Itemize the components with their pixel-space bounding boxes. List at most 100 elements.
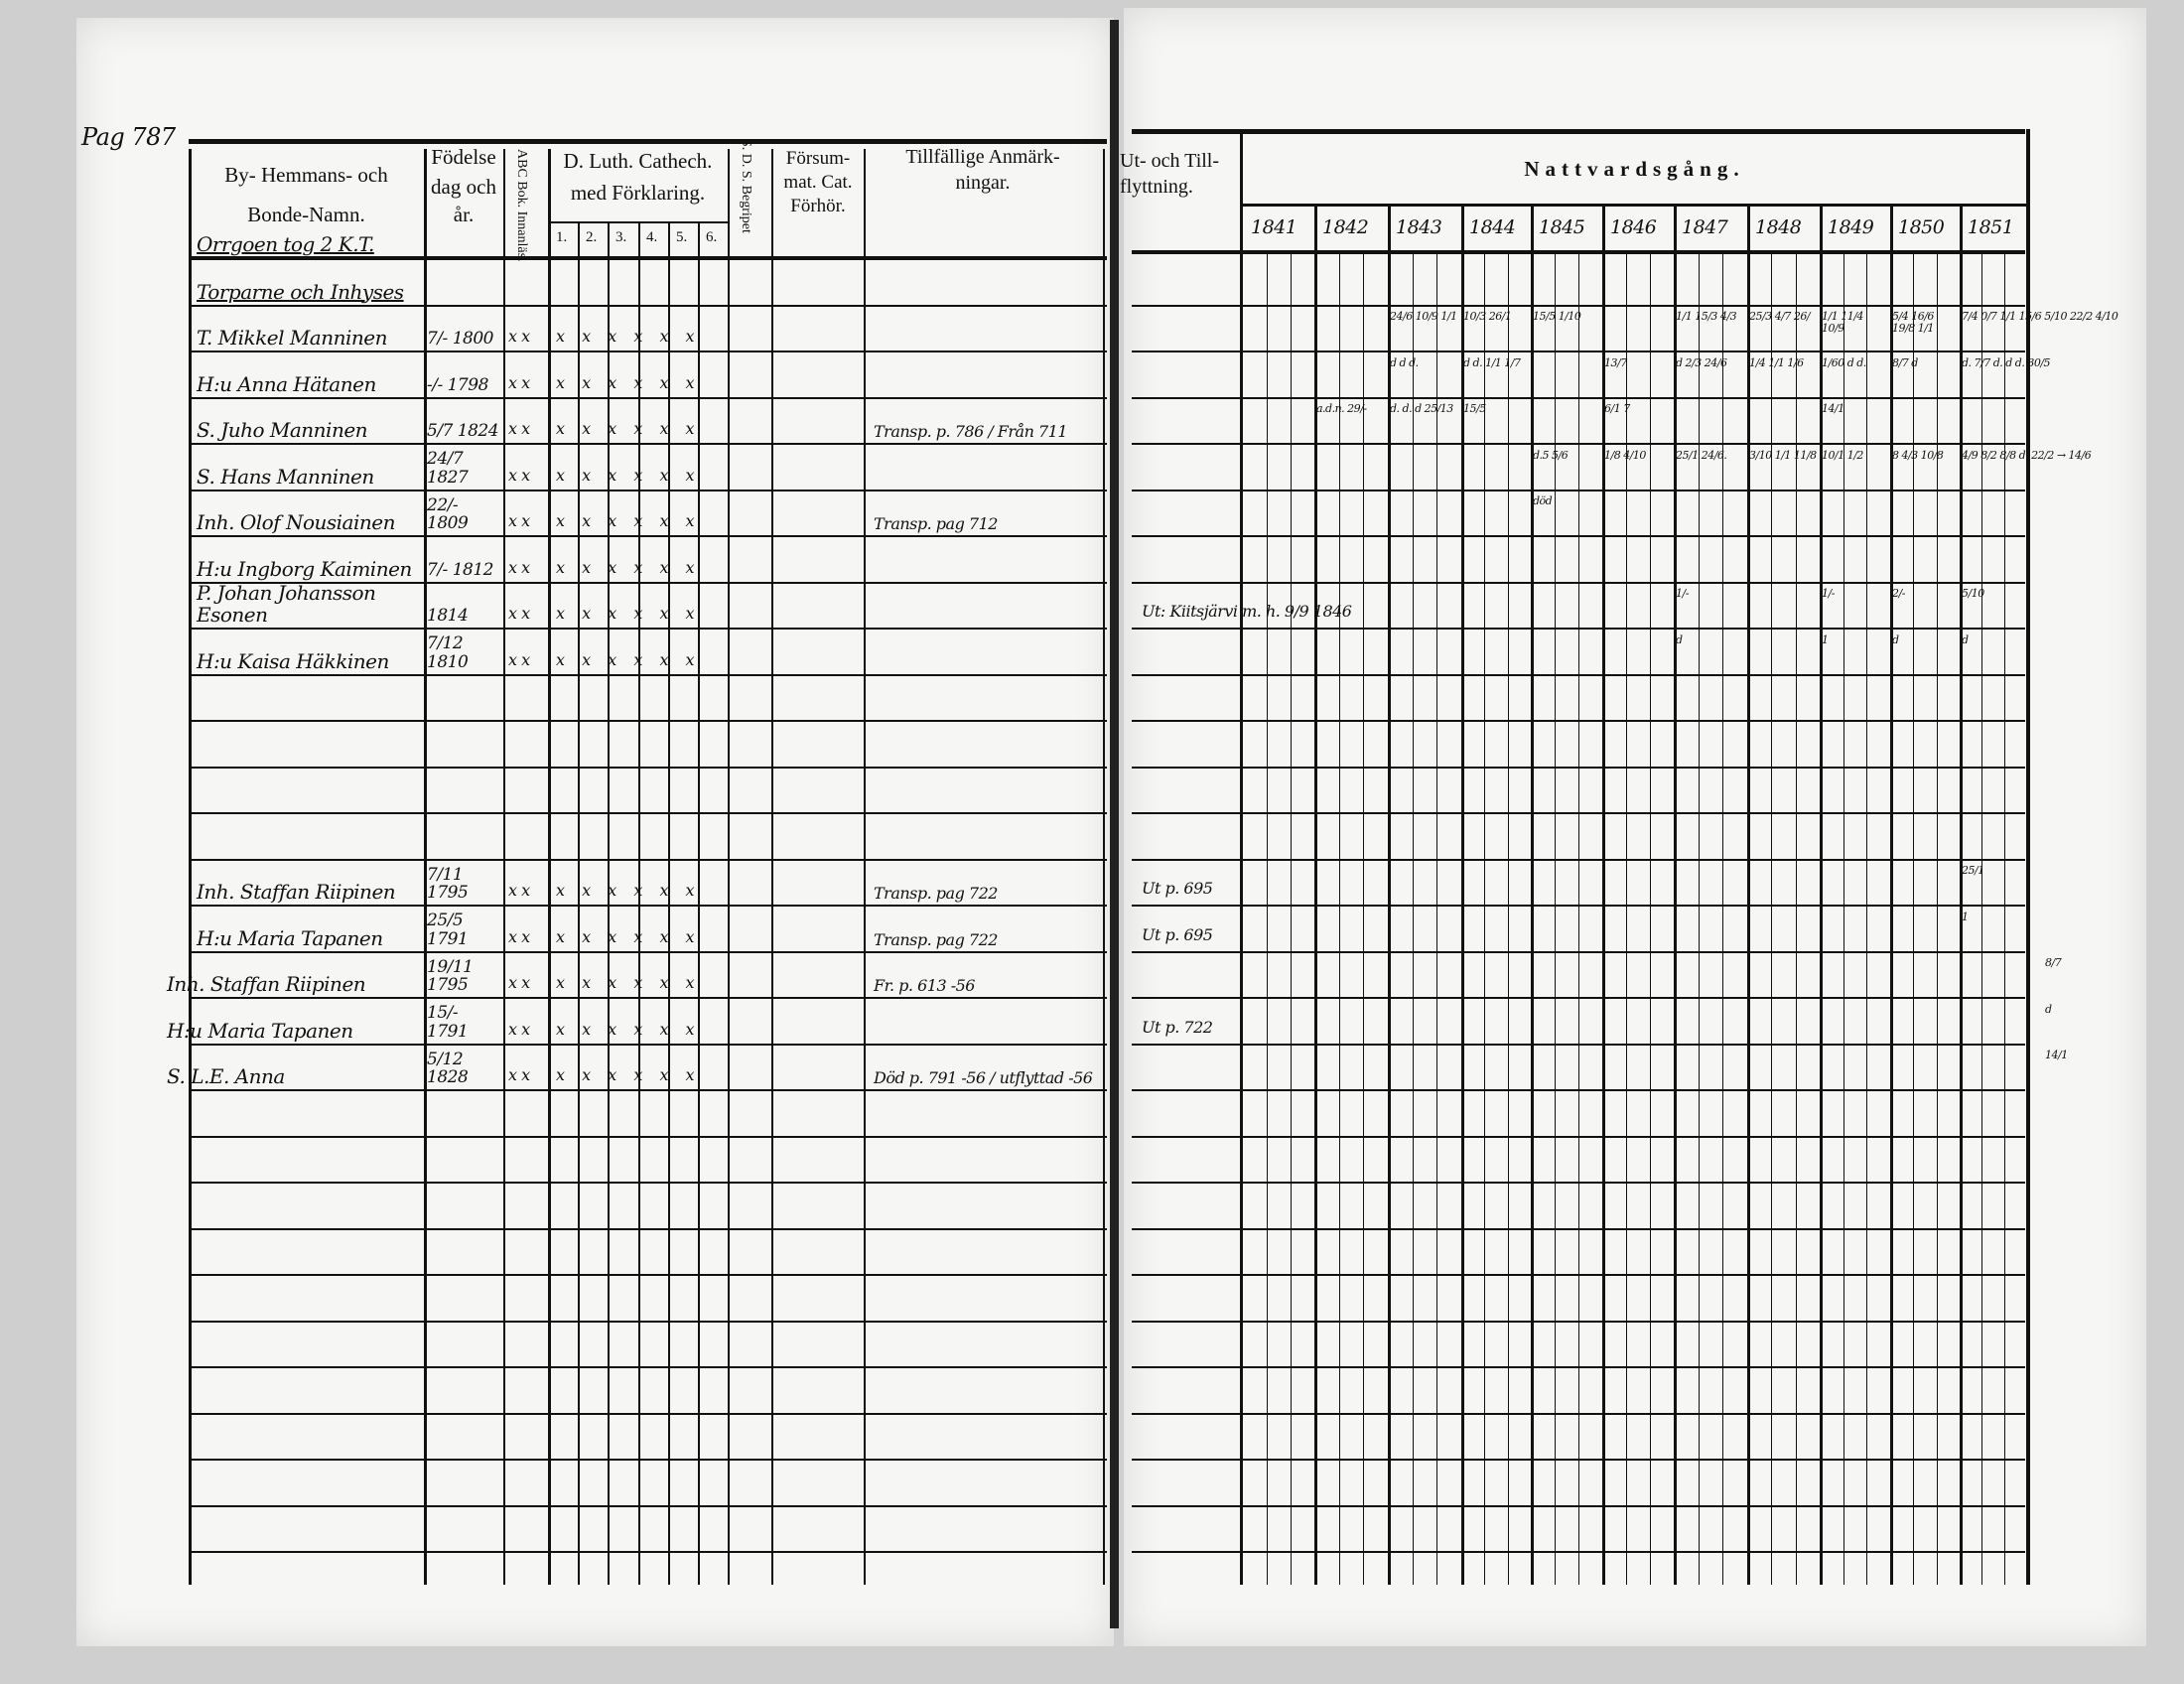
entry-remark: Transp. pag 722: [874, 884, 998, 904]
right-border-rule: [2026, 129, 2030, 1585]
right-row-rule: [1132, 950, 2025, 953]
right-row-rule: [1132, 1551, 2025, 1553]
entry-birth-date: 5/7 1824: [427, 421, 499, 442]
left-row-rule: [189, 1274, 1107, 1276]
entry-catechism-marks: x x x x x x: [556, 1019, 695, 1039]
catechism-sub-rule: [548, 221, 728, 223]
right-header-top-rule: [1132, 129, 2025, 134]
entry-abc-marks: x x: [508, 1065, 530, 1084]
catechism-subheader: 3.: [615, 229, 627, 245]
left-row-rule: [189, 581, 1107, 584]
entry-abc-marks: x x: [508, 327, 530, 346]
year-column-rule: [1820, 206, 1823, 1585]
header-sds: S. D. S. Begripet: [739, 139, 753, 233]
entry-name: S. Hans Manninen: [197, 464, 374, 489]
header-name-line1: By- Hemmans- och: [224, 163, 388, 187]
left-row-rule: [189, 720, 1107, 722]
entry-name: H:u Maria Tapanen: [197, 925, 383, 950]
year-label: 1851: [1968, 216, 2014, 238]
communion-subcolumn-rule: [1555, 250, 1556, 1585]
entry-name: Inh. Staffan Riipinen: [197, 880, 396, 904]
right-row-rule: [1132, 858, 2025, 861]
entry-catechism-marks: x x x x x x: [556, 465, 695, 485]
entry-communion-mark: 25/3 4/7 26/: [1749, 310, 1811, 323]
entry-communion-mark: 2/-: [1892, 587, 1905, 600]
entry-communion-mark: d d d.: [1390, 355, 1419, 369]
left-row-rule: [189, 858, 1107, 861]
entry-communion-mark: a.d.n. 29/-: [1316, 402, 1367, 415]
left-row-rule: [189, 1459, 1107, 1461]
entry-communion-mark: 14/1: [1822, 402, 1844, 415]
right-row-rule: [1132, 720, 2025, 722]
year-label: 1846: [1610, 216, 1657, 238]
left-row-rule: [189, 1504, 1107, 1507]
right-row-rule: [1132, 766, 2025, 769]
communion-subcolumn-rule: [1650, 250, 1651, 1585]
left-column-rule: [503, 149, 505, 1585]
entry-birth-date: 25/5 1791: [427, 911, 469, 949]
entry-communion-mark: d d. 1/1 1/7: [1463, 355, 1521, 369]
communion-subcolumn-rule: [1363, 250, 1365, 1585]
entry-remark: Transp. pag 722: [874, 929, 998, 949]
catechism-subheader: 5.: [676, 229, 688, 245]
entry-communion-mark: 1/1 11/4 10/9: [1822, 310, 1863, 336]
right-row-rule: [1132, 581, 2025, 584]
right-row-rule: [1132, 1089, 2025, 1091]
entry-name: T. Mikkel Manninen: [197, 326, 387, 350]
entry-catechism-marks: x x x x x x: [556, 926, 695, 946]
header-name-line2: Bonde-Namn.: [247, 203, 365, 226]
right-page: [1124, 8, 2146, 1646]
entry-communion-mark: 15/5 1/10: [1533, 310, 1581, 323]
entry-catechism-marks: x x x x x x: [556, 372, 695, 392]
communion-subcolumn-rule: [1412, 250, 1414, 1585]
entry-birth-date: 15/- 1791: [427, 1003, 469, 1042]
year-label: 1847: [1682, 216, 1728, 238]
left-row-rule: [189, 396, 1107, 399]
entry-communion-mark: 15/5: [1463, 402, 1486, 415]
entry-name: Inh. Staffan Riipinen: [167, 972, 366, 996]
entry-abc-marks: x x: [508, 881, 530, 900]
left-row-rule: [189, 1182, 1107, 1184]
right-row-rule: [1132, 489, 2025, 491]
entry-name: S. L.E. Anna: [167, 1064, 285, 1088]
entry-communion-mark: d. d. d 25/13: [1390, 402, 1453, 415]
catechism-subheader: 4.: [646, 229, 658, 245]
entry-communion-mark: 25/1 24/6.: [1676, 448, 1727, 462]
year-column-rule: [1602, 206, 1605, 1585]
header-catechism-line1: D. Luth. Cathech.: [563, 149, 713, 173]
left-column-rule: [771, 149, 773, 1585]
entry-name: S. Juho Manninen: [197, 418, 368, 442]
left-row-rule: [189, 1043, 1107, 1046]
right-row-rule: [1132, 1366, 2025, 1368]
entry-remark: Fr. p. 613 -56: [874, 976, 975, 996]
left-row-rule: [189, 443, 1107, 445]
left-row-rule: [189, 905, 1107, 907]
right-row-rule: [1132, 351, 2025, 352]
entry-communion-mark: 4/9 8/2 8/8 d. 22/2 → 14/6: [1962, 448, 2092, 462]
left-row-rule: [189, 1135, 1107, 1138]
entry-name: H:u Kaisa Häkkinen: [197, 648, 389, 673]
left-row-rule: [189, 812, 1107, 814]
year-column-rule: [1747, 206, 1750, 1585]
entry-abc-marks: x x: [508, 419, 530, 438]
communion-subcolumn-rule: [1267, 250, 1268, 1585]
year-row-rule: [1243, 204, 2026, 207]
entry-abc-marks: x x: [508, 926, 530, 946]
left-column-rule: [548, 149, 551, 1585]
entry-communion-mark: 24/6 10/9 1/1: [1390, 310, 1457, 323]
entry-abc-marks: x x: [508, 465, 530, 485]
year-label: 1845: [1539, 216, 1585, 238]
entry-birth-date: 22/- 1809: [427, 494, 469, 534]
right-row-rule: [1132, 535, 2025, 537]
entry-name: H:u Ingborg Kaiminen: [197, 556, 412, 581]
entry-communion-mark: 14/1: [2045, 1049, 2068, 1061]
entry-abc-marks: x x: [508, 649, 530, 669]
right-row-rule: [1132, 905, 2025, 907]
entry-moving-note: Ut p. 695: [1142, 879, 1213, 898]
right-row-rule: [1132, 673, 2025, 676]
right-row-rule: [1132, 304, 2025, 307]
year-label: 1841: [1251, 216, 1297, 238]
entry-communion-mark: 1: [1822, 632, 1829, 646]
entry-remark: Död p. 791 -56 / utflyttad -56: [874, 1068, 1093, 1088]
communion-subcolumn-rule: [1436, 250, 1438, 1585]
